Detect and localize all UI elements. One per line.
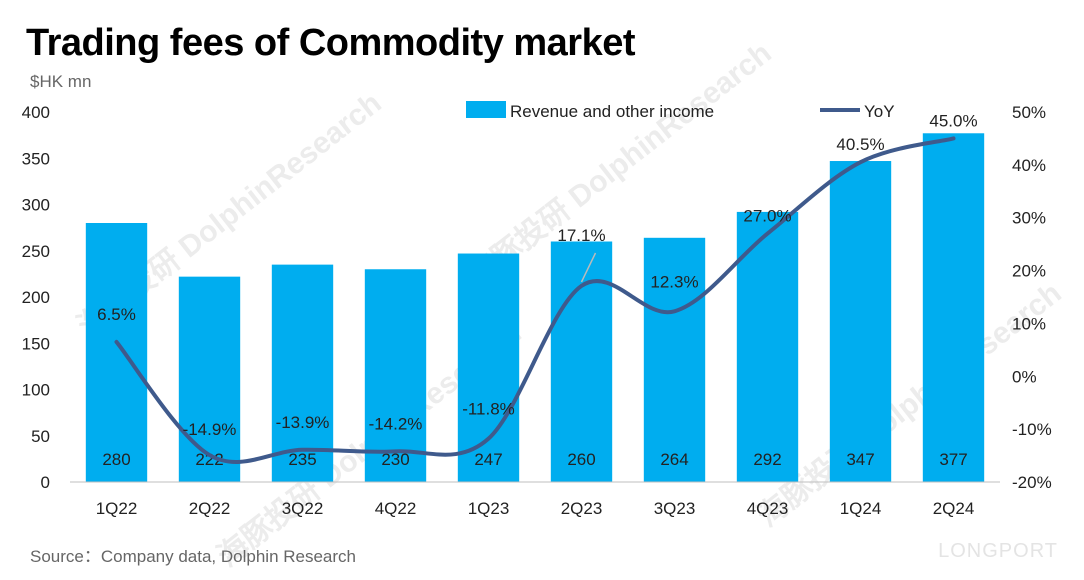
- yoy-data-label: -11.8%: [462, 400, 515, 419]
- bar-data-label: 280: [102, 450, 130, 469]
- y-right-tick-label: -10%: [1012, 420, 1052, 439]
- x-tick-label: 4Q23: [747, 499, 789, 518]
- x-tick-label: 1Q23: [468, 499, 510, 518]
- bar-data-label: 247: [474, 450, 502, 469]
- bar-data-label: 377: [939, 450, 967, 469]
- y-left-tick-label: 200: [22, 288, 50, 307]
- yoy-data-label: 45.0%: [929, 111, 977, 130]
- y-left-tick-label: 400: [22, 103, 50, 122]
- y-right-tick-label: 50%: [1012, 103, 1046, 122]
- yoy-data-label: 40.5%: [836, 135, 884, 154]
- bar-data-label: 264: [660, 450, 688, 469]
- bar-data-label: 292: [753, 450, 781, 469]
- y-right-tick-label: 10%: [1012, 314, 1046, 333]
- y-right-tick-label: 40%: [1012, 156, 1046, 175]
- y-left-tick-label: 0: [41, 473, 50, 492]
- chart-title: Trading fees of Commodity market: [26, 22, 636, 64]
- yoy-data-label: -14.9%: [183, 420, 237, 439]
- legend-label-yoy: YoY: [864, 102, 895, 121]
- y-left-tick-label: 300: [22, 196, 50, 215]
- legend-swatch-revenue: [466, 101, 506, 118]
- y-left-tick-label: 50: [31, 427, 50, 446]
- x-tick-label: 4Q22: [375, 499, 417, 518]
- y-left-tick-label: 350: [22, 149, 50, 168]
- bar-revenue: [85, 223, 148, 482]
- legend-label-revenue: Revenue and other income: [510, 102, 714, 121]
- x-tick-label: 1Q24: [840, 499, 882, 518]
- bar-revenue: [550, 241, 613, 482]
- yoy-data-label: 17.1%: [557, 226, 605, 245]
- y-left-tick-label: 100: [22, 381, 50, 400]
- source-note: Source：Company data, Dolphin Research: [30, 547, 357, 566]
- y-right-tick-label: 30%: [1012, 209, 1046, 228]
- bar-data-label: 222: [195, 450, 223, 469]
- bar-revenue: [736, 211, 799, 482]
- x-tick-label: 1Q22: [96, 499, 138, 518]
- bar-revenue: [178, 276, 241, 482]
- watermark-logo: LONGPORT: [938, 540, 1058, 562]
- bar-revenue: [364, 269, 427, 482]
- bar-data-label: 260: [567, 450, 595, 469]
- bar-revenue: [457, 253, 520, 482]
- bar-data-label: 230: [381, 450, 409, 469]
- yoy-series-line: [114, 136, 956, 464]
- yoy-data-label: 27.0%: [743, 207, 791, 226]
- x-tick-label: 2Q23: [561, 499, 603, 518]
- yoy-label-leader: [580, 252, 597, 283]
- y-right-tick-label: 20%: [1012, 262, 1046, 281]
- y-right-tick-label: -20%: [1012, 473, 1052, 492]
- y-left-tick-label: 150: [22, 334, 50, 353]
- yoy-data-label: 12.3%: [650, 272, 698, 291]
- y-axis-unit-label: $HK mn: [30, 72, 92, 91]
- yoy-data-label: -14.2%: [369, 414, 423, 433]
- x-tick-label: 3Q22: [282, 499, 324, 518]
- bar-revenue: [271, 264, 334, 482]
- bar-revenue: [643, 237, 706, 482]
- y-right-tick-label: 0%: [1012, 367, 1037, 386]
- x-tick-label: 2Q24: [933, 499, 975, 518]
- yoy-data-label: 6.5%: [97, 305, 136, 324]
- yoy-data-label: -13.9%: [276, 413, 330, 432]
- bar-data-label: 235: [288, 450, 316, 469]
- x-tick-label: 3Q23: [654, 499, 696, 518]
- bar-revenue: [922, 133, 985, 482]
- y-left-tick-label: 250: [22, 242, 50, 261]
- bar-revenue: [829, 161, 892, 482]
- x-tick-label: 2Q22: [189, 499, 231, 518]
- bar-data-label: 347: [846, 450, 874, 469]
